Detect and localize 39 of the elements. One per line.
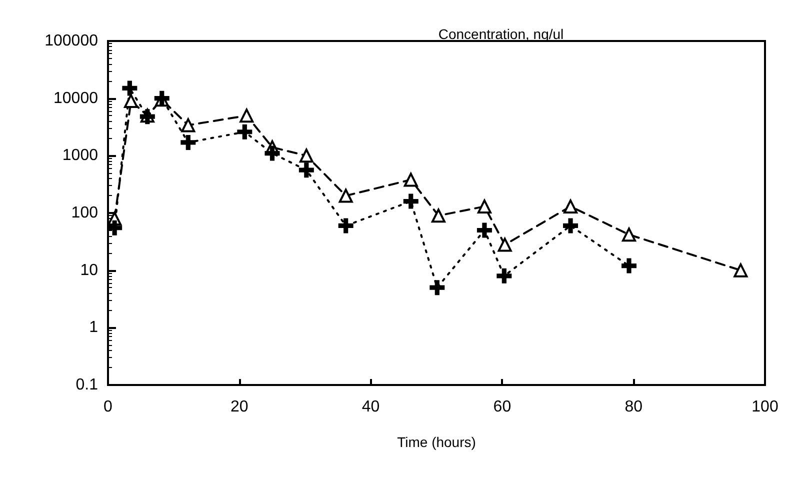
x-axis-title: Time (hours) (397, 434, 476, 450)
point (476, 222, 492, 238)
x-tick-label: 80 (624, 398, 643, 416)
point (107, 220, 122, 236)
point (404, 172, 418, 187)
point (622, 258, 636, 274)
point (734, 263, 748, 278)
y-tick-label: 1000 (62, 147, 98, 164)
y-tick-label: 10000 (54, 90, 98, 107)
point (122, 80, 138, 96)
point (477, 199, 492, 214)
y-tick-label: 100000 (44, 32, 98, 50)
point (237, 124, 252, 140)
point (564, 199, 578, 214)
x-tick-label: 20 (230, 398, 248, 416)
point (264, 146, 280, 161)
x-tick-label: 60 (493, 398, 512, 416)
point (563, 218, 578, 234)
point (298, 162, 314, 178)
point (498, 238, 512, 252)
point (431, 208, 446, 223)
point (124, 94, 138, 108)
x-tick-label: 0 (104, 398, 113, 416)
x-tick-label: 100 (752, 398, 778, 416)
point (299, 148, 314, 163)
point (240, 108, 254, 123)
point (430, 280, 445, 296)
point (338, 188, 353, 203)
y-tick-label: 10 (80, 262, 98, 279)
x-tick-label: 40 (362, 398, 380, 416)
y-tick-label: 0.1 (76, 376, 98, 394)
y-tick-label: 1 (89, 319, 98, 336)
point (180, 134, 196, 150)
point (403, 194, 418, 209)
point (181, 118, 196, 132)
point (338, 218, 354, 234)
point (622, 228, 636, 242)
y-tick-label: 100 (71, 204, 98, 222)
point (496, 268, 512, 284)
